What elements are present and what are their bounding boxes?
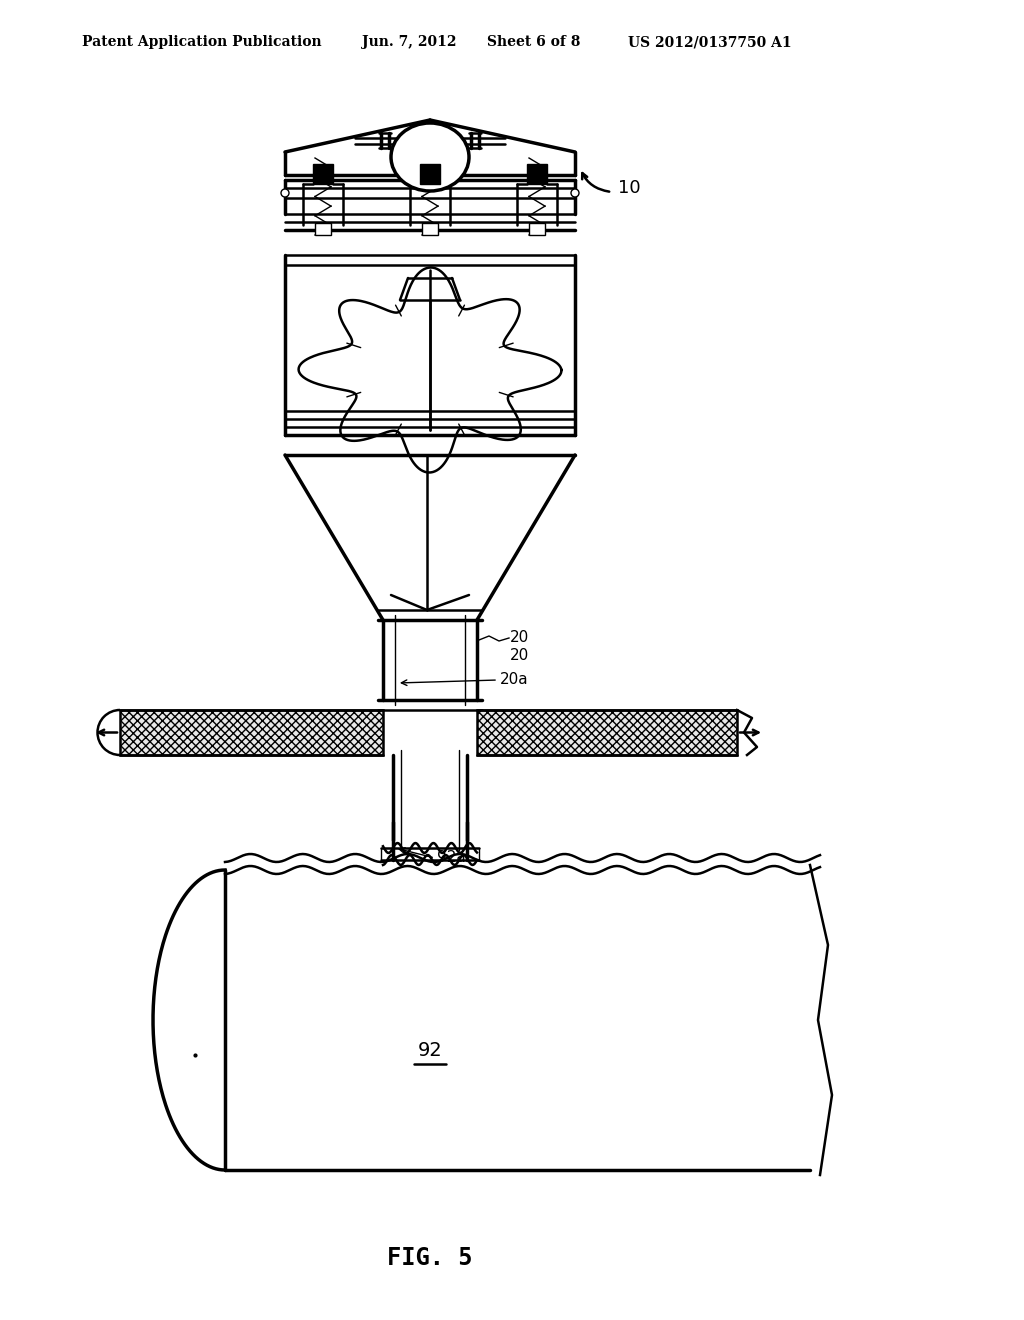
Text: FIG. 5: FIG. 5 [387,1246,473,1270]
Ellipse shape [571,189,579,197]
Bar [529,223,545,235]
Ellipse shape [391,123,469,191]
Bar [313,164,333,183]
Text: Jun. 7, 2012: Jun. 7, 2012 [362,36,457,49]
Text: US 2012/0137750 A1: US 2012/0137750 A1 [628,36,792,49]
Bar [420,164,440,183]
Text: 10: 10 [618,180,641,197]
Bar [315,223,331,235]
Bar [120,710,383,755]
Text: 92: 92 [418,1040,442,1060]
Text: Sheet 6 of 8: Sheet 6 of 8 [487,36,581,49]
Text: 20a: 20a [500,672,528,688]
Bar [477,710,737,755]
Text: 20: 20 [510,631,529,645]
Text: 92a: 92a [437,850,466,866]
Ellipse shape [281,189,289,197]
Text: 20: 20 [510,648,529,663]
Text: Patent Application Publication: Patent Application Publication [82,36,322,49]
Bar [527,164,547,183]
Bar [422,223,438,235]
